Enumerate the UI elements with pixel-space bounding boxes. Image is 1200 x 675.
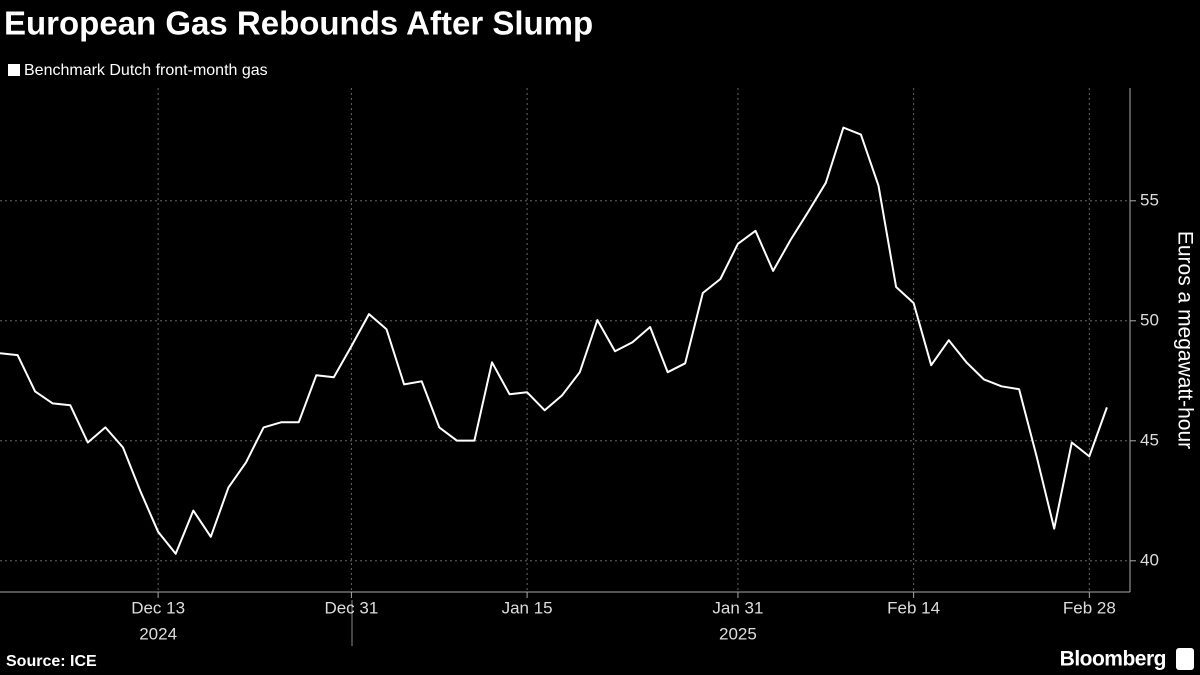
y-tick-label: 50 [1140,310,1159,329]
x-tick-label: Dec 13 [131,598,185,617]
x-tick-label: Jan 31 [712,598,763,617]
legend-label: Benchmark Dutch front-month gas [24,62,268,79]
x-tick-label: Feb 28 [1063,598,1116,617]
y-tick-label: 55 [1140,190,1159,209]
chart-title: European Gas Rebounds After Slump [4,5,593,42]
source: Source: ICE [6,653,97,670]
x-group-label: 2024 [139,624,177,643]
y-tick-label: 40 [1140,550,1159,569]
y-tick-label: 45 [1140,430,1159,449]
x-tick-label: Dec 31 [324,598,378,617]
line-series [0,126,1108,555]
logo-icon [1176,648,1194,670]
legend-swatch [8,64,20,76]
y-axis-label: Euros a megawatt-hour [1173,231,1196,449]
logo: Bloomberg [1060,648,1166,671]
x-group-label: 2025 [719,624,757,643]
x-tick-label: Feb 14 [887,598,940,617]
x-tick-label: Jan 15 [502,598,553,617]
